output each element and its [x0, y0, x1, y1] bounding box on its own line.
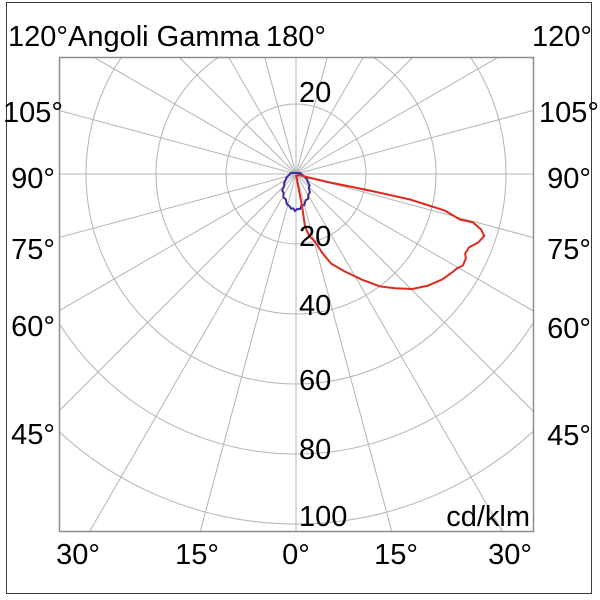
gamma-label-bottom-30-right: 30°	[488, 539, 532, 571]
intensity-curves	[281, 171, 486, 290]
ring-label-20: 20	[299, 221, 332, 253]
gamma-label-left-90: 90°	[11, 163, 55, 195]
ring-label-80: 80	[299, 434, 332, 466]
gamma-label-left-75: 75°	[11, 234, 55, 266]
gamma-label-bottom-15-left: 15°	[175, 539, 219, 571]
c90-plane-curve	[281, 171, 311, 213]
gamma-label-right-75: 75°	[547, 234, 591, 266]
unit-label: cd/klm	[446, 501, 530, 533]
ring-label-100: 100	[299, 501, 348, 533]
c0-plane-curve	[295, 174, 486, 290]
plot-border	[58, 56, 535, 533]
gamma-label-left-60: 60°	[11, 311, 55, 343]
gamma-label-right-105: 105°	[539, 97, 599, 129]
ring-label-20-top: 20	[299, 77, 332, 109]
chart-title: Angoli Gamma	[68, 21, 260, 53]
ring-label-60: 60	[299, 365, 332, 397]
gamma-label-right-90: 90°	[547, 163, 591, 195]
gamma-label-bottom-15-right: 15°	[374, 539, 418, 571]
gamma-label-left-45: 45°	[11, 419, 55, 451]
gamma-label-bottom-0: 0°	[282, 539, 310, 571]
gamma-label-right-45: 45°	[547, 420, 591, 452]
gamma-label-180: 180°	[266, 21, 326, 53]
gamma-label-top-left-120: 120°	[8, 21, 68, 53]
ring-label-40: 40	[299, 290, 332, 322]
gamma-label-bottom-30-left: 30°	[56, 539, 100, 571]
gamma-label-right-60: 60°	[547, 313, 591, 345]
gamma-label-left-105: 105°	[3, 97, 63, 129]
gamma-label-top-right-120: 120°	[532, 21, 592, 53]
